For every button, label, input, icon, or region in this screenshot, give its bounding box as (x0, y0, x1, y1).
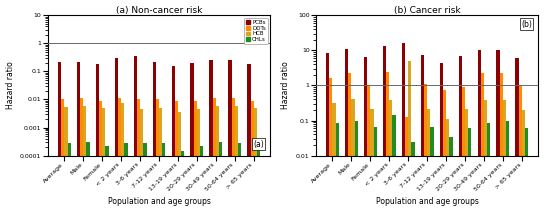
Bar (254, 108, 257, 212)
Legend: PCBs, DDTs, HCB, CHLs: PCBs, DDTs, HCB, CHLs (244, 18, 268, 44)
Bar (497, 50, 500, 212)
Bar (487, 123, 491, 212)
Bar (200, 146, 203, 212)
Bar (96, 64, 99, 212)
Bar (181, 151, 184, 212)
Bar (77, 62, 80, 212)
Bar (209, 60, 213, 212)
Bar (484, 100, 487, 212)
Y-axis label: Hazard ratio: Hazard ratio (5, 61, 15, 109)
Bar (156, 99, 159, 212)
Bar (140, 109, 143, 212)
Bar (478, 50, 481, 212)
Bar (506, 121, 509, 212)
Bar (238, 143, 241, 212)
Text: (b): (b) (521, 20, 532, 29)
Bar (525, 128, 528, 212)
Bar (219, 142, 222, 212)
Bar (370, 109, 374, 212)
Bar (345, 49, 348, 212)
Bar (162, 143, 165, 212)
Bar (386, 71, 390, 212)
Bar (80, 98, 83, 212)
Bar (67, 143, 71, 212)
Bar (516, 58, 518, 212)
Bar (102, 108, 106, 212)
Bar (427, 109, 430, 212)
Bar (481, 73, 484, 212)
Bar (125, 143, 128, 212)
Bar (58, 62, 61, 212)
Bar (443, 90, 446, 212)
Bar (468, 128, 472, 212)
Bar (99, 102, 102, 212)
Bar (171, 67, 175, 212)
Bar (251, 101, 254, 212)
Bar (152, 62, 156, 212)
Bar (374, 127, 377, 212)
Bar (329, 78, 332, 212)
Bar (518, 85, 522, 212)
Bar (213, 98, 216, 212)
Bar (134, 56, 137, 212)
Bar (411, 142, 415, 212)
Bar (449, 137, 453, 212)
Title: (b) Cancer risk: (b) Cancer risk (394, 6, 460, 15)
Bar (178, 112, 181, 212)
Bar (367, 85, 370, 212)
Bar (106, 146, 109, 212)
Bar (336, 123, 339, 212)
Bar (392, 115, 395, 212)
Bar (364, 57, 367, 212)
Bar (408, 61, 411, 212)
Bar (326, 53, 329, 212)
Bar (232, 98, 235, 212)
X-axis label: Population and age groups: Population and age groups (108, 197, 211, 206)
Text: (a): (a) (253, 139, 264, 149)
Bar (440, 63, 443, 212)
Bar (383, 46, 386, 212)
Bar (121, 103, 125, 212)
Bar (159, 108, 162, 212)
Bar (137, 99, 140, 212)
Bar (500, 73, 503, 212)
X-axis label: Population and age groups: Population and age groups (376, 197, 479, 206)
Bar (348, 73, 351, 212)
Bar (118, 98, 121, 212)
Bar (430, 127, 434, 212)
Bar (248, 64, 251, 212)
Y-axis label: Hazard ratio: Hazard ratio (281, 61, 290, 109)
Bar (424, 84, 427, 212)
Bar (143, 143, 146, 212)
Bar (421, 55, 424, 212)
Bar (390, 100, 392, 212)
Title: (a) Non-cancer risk: (a) Non-cancer risk (116, 6, 202, 15)
Bar (216, 106, 219, 212)
Bar (197, 109, 200, 212)
Bar (115, 58, 118, 212)
Bar (405, 117, 408, 212)
Bar (355, 121, 358, 212)
Bar (402, 43, 405, 212)
Bar (61, 99, 64, 212)
Bar (190, 63, 194, 212)
Bar (503, 100, 506, 212)
Bar (257, 146, 260, 212)
Bar (175, 102, 178, 212)
Bar (351, 99, 355, 212)
Bar (459, 56, 462, 212)
Bar (332, 103, 336, 212)
Bar (235, 106, 238, 212)
Bar (462, 87, 465, 212)
Bar (86, 142, 90, 212)
Bar (228, 60, 232, 212)
Bar (465, 109, 468, 212)
Bar (522, 110, 525, 212)
Bar (64, 107, 67, 212)
Bar (446, 119, 449, 212)
Bar (194, 101, 197, 212)
Bar (83, 106, 86, 212)
